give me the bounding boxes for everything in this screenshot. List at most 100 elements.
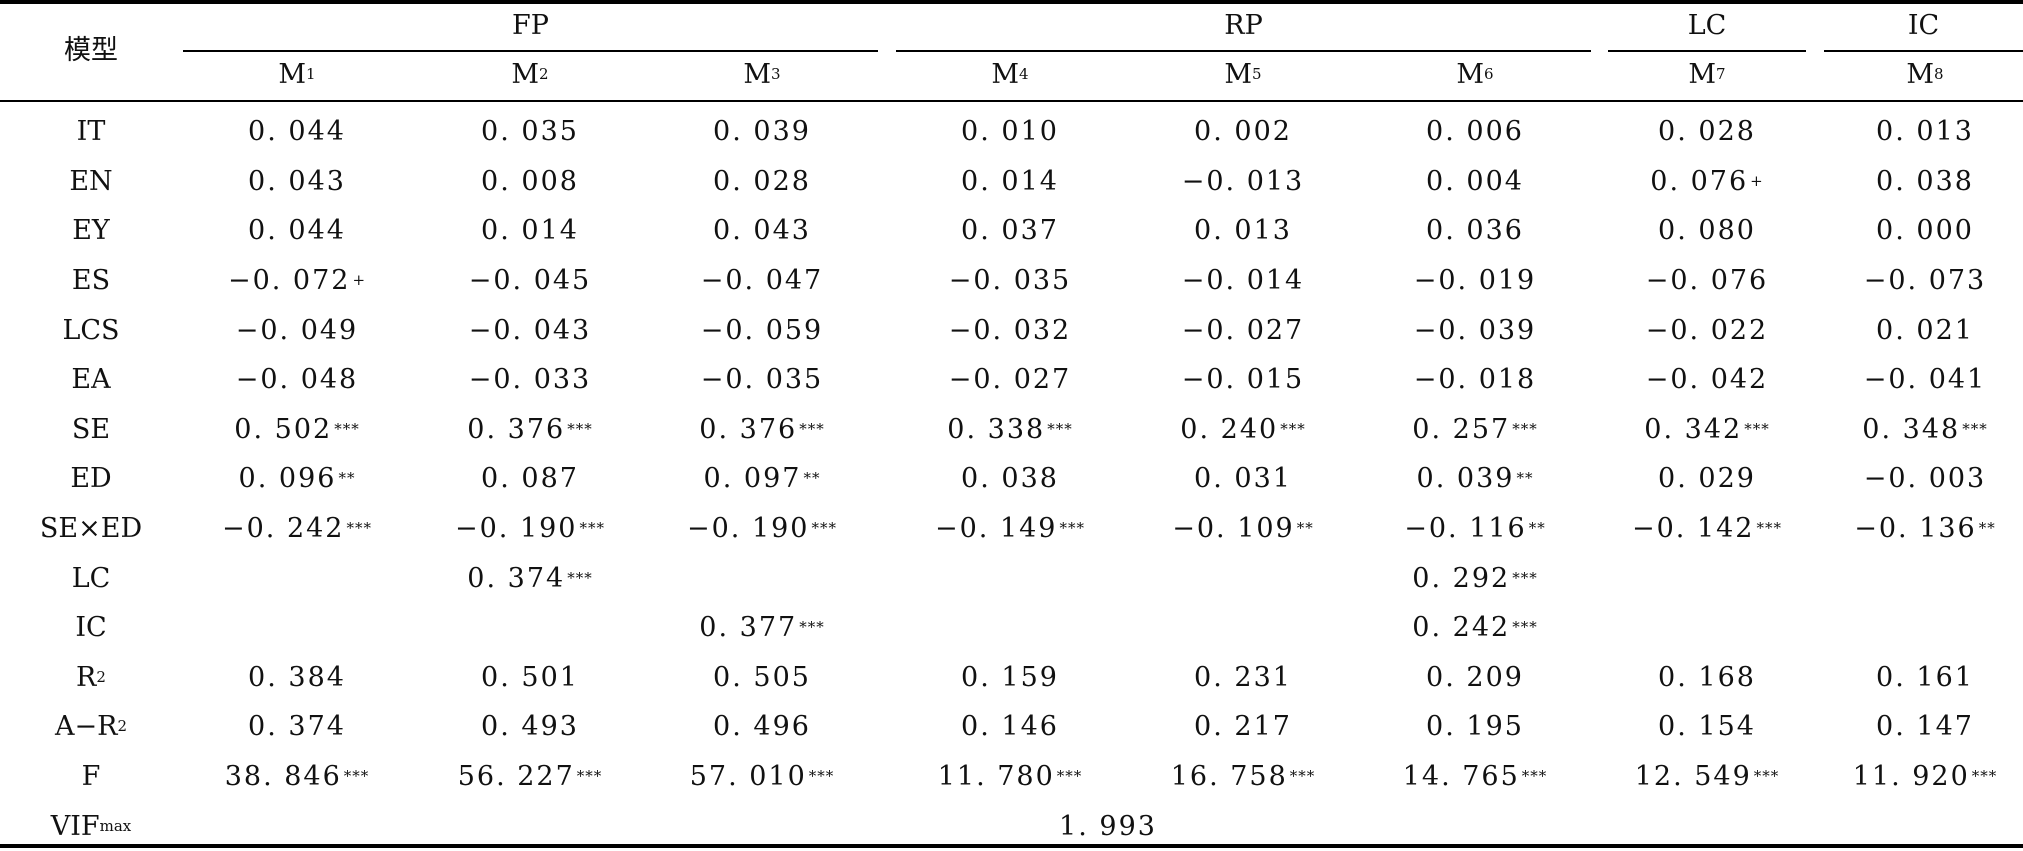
- group-header-fp: FP: [512, 9, 549, 41]
- table-cell: 0. 384: [248, 661, 346, 693]
- bottom-rule: [0, 844, 2023, 848]
- significance-mark: +: [1750, 171, 1764, 190]
- table-cell: −0. 116 **: [1404, 513, 1546, 545]
- table-cell: −0. 190 ***: [454, 513, 605, 545]
- significance-mark: **: [1516, 469, 1534, 488]
- table-cell: 0. 013: [1194, 215, 1292, 247]
- group-header-lc: LC: [1687, 9, 1727, 41]
- row-label: F: [81, 761, 101, 793]
- significance-mark: ***: [1512, 419, 1538, 438]
- table-cell: 0. 031: [1194, 463, 1292, 495]
- table-cell: 0. 217: [1194, 711, 1292, 743]
- table-cell: −0. 047: [700, 265, 824, 297]
- table-cell: 0. 029: [1658, 463, 1756, 495]
- table-cell: 0. 097 **: [703, 463, 821, 495]
- table-cell: −0. 035: [700, 364, 824, 396]
- table-cell: −0. 014: [1181, 265, 1305, 297]
- row-label: SE×ED: [39, 513, 143, 545]
- table-cell: −0. 076: [1645, 265, 1769, 297]
- table-cell: −0. 035: [948, 265, 1072, 297]
- significance-mark: ***: [1521, 767, 1548, 786]
- row-label: EA: [71, 364, 111, 396]
- table-cell: −0. 015: [1181, 364, 1305, 396]
- row-label: A−R 2: [55, 711, 127, 743]
- significance-mark: **: [1296, 519, 1314, 538]
- significance-mark: +: [352, 271, 367, 290]
- row-label: SE: [71, 413, 111, 445]
- table-cell: −0. 142 ***: [1631, 513, 1782, 545]
- table-cell: 0. 146: [961, 711, 1059, 743]
- significance-mark: ***: [799, 419, 825, 438]
- significance-mark: ***: [567, 568, 593, 587]
- table-cell: 0. 006: [1426, 116, 1524, 148]
- table-cell: 12. 549 ***: [1634, 761, 1780, 793]
- header-rule: [0, 100, 2023, 102]
- significance-mark: ***: [1756, 519, 1782, 538]
- table-cell: 0. 374: [248, 711, 346, 743]
- table-cell: −0. 039: [1413, 314, 1537, 346]
- table-cell: 56. 227 ***: [457, 761, 603, 793]
- row-label: EN: [69, 165, 113, 197]
- table-cell: −0. 027: [1181, 314, 1305, 346]
- table-cell: 0. 501: [481, 661, 579, 693]
- significance-mark: **: [1528, 519, 1546, 538]
- table-cell: −0. 073: [1863, 265, 1987, 297]
- table-cell: 0. 096 **: [238, 463, 356, 495]
- significance-mark: **: [1978, 519, 1996, 538]
- table-cell: −0. 072 +: [227, 265, 367, 297]
- table-cell: 0. 076 +: [1650, 165, 1764, 197]
- table-cell: 0. 028: [1658, 116, 1756, 148]
- table-cell: −0. 048: [235, 364, 359, 396]
- significance-mark: **: [338, 469, 356, 488]
- row-label-vif: VIF max: [50, 810, 132, 842]
- table-cell: 0. 374 ***: [467, 562, 593, 594]
- table-cell: 0. 038: [1876, 165, 1974, 197]
- table-cell: 0. 010: [961, 116, 1059, 148]
- significance-mark: ***: [808, 767, 835, 786]
- table-cell: 0. 376 ***: [467, 413, 593, 445]
- table-cell: 0. 159: [961, 661, 1059, 693]
- significance-mark: ***: [811, 519, 837, 538]
- table-cell: 0. 000: [1876, 215, 1974, 247]
- table-cell: 0. 038: [961, 463, 1059, 495]
- table-cell: 0. 035: [481, 116, 579, 148]
- table-cell: 0. 014: [961, 165, 1059, 197]
- table-cell: 0. 043: [713, 215, 811, 247]
- row-label: ES: [71, 265, 111, 297]
- table-cell: −0. 136 **: [1854, 513, 1996, 545]
- row-label: LC: [71, 562, 111, 594]
- significance-mark: ***: [343, 767, 370, 786]
- table-cell: 16. 758 ***: [1170, 761, 1316, 793]
- table-cell: 0. 021: [1876, 314, 1974, 346]
- table-cell: 0. 242 ***: [1412, 612, 1538, 644]
- significance-mark: ***: [346, 519, 372, 538]
- table-cell: −0. 242 ***: [221, 513, 372, 545]
- significance-mark: ***: [579, 519, 605, 538]
- table-cell: 0. 080: [1658, 215, 1756, 247]
- table-cell: 0. 168: [1658, 661, 1756, 693]
- table-cell: 0. 292 ***: [1412, 562, 1538, 594]
- group-header-rp: RP: [1224, 9, 1263, 41]
- significance-mark: ***: [567, 419, 593, 438]
- table-cell: 0. 036: [1426, 215, 1524, 247]
- significance-mark: ***: [1962, 419, 1988, 438]
- table-cell: 0. 044: [248, 215, 346, 247]
- significance-mark: ***: [1280, 419, 1306, 438]
- table-cell: −0. 019: [1413, 265, 1537, 297]
- table-cell: 0. 039: [713, 116, 811, 148]
- vif-value: 1. 993: [1059, 810, 1157, 842]
- table-cell: −0. 109 **: [1172, 513, 1314, 545]
- table-cell: −0. 049: [235, 314, 359, 346]
- table-cell: 0. 037: [961, 215, 1059, 247]
- row-label: LCS: [62, 314, 120, 346]
- table-cell: 0. 147: [1876, 711, 1974, 743]
- table-cell: 0. 496: [713, 711, 811, 743]
- table-cell: 14. 765 ***: [1402, 761, 1548, 793]
- table-cell: 0. 377 ***: [699, 612, 825, 644]
